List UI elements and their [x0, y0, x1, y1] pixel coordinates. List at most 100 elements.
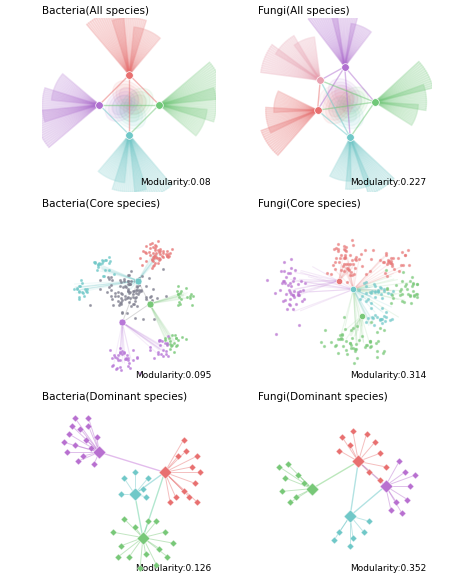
Point: [383, 250, 390, 259]
Point: [146, 250, 154, 259]
Ellipse shape: [322, 89, 354, 124]
Point: [329, 260, 337, 270]
Point: [358, 311, 366, 320]
Point: [137, 563, 144, 572]
Point: [108, 294, 116, 304]
Point: [180, 435, 188, 444]
Ellipse shape: [343, 94, 362, 114]
Point: [161, 333, 168, 343]
Point: [369, 314, 376, 323]
Point: [159, 264, 167, 273]
Ellipse shape: [116, 99, 143, 126]
Point: [348, 333, 356, 343]
Point: [173, 334, 180, 343]
Point: [380, 347, 387, 356]
Polygon shape: [261, 45, 320, 81]
Point: [350, 285, 357, 294]
Point: [131, 489, 138, 499]
Point: [164, 552, 171, 561]
Point: [387, 290, 395, 299]
Point: [340, 253, 348, 262]
Point: [127, 266, 135, 276]
Point: [109, 527, 117, 537]
Point: [154, 253, 161, 262]
Polygon shape: [266, 107, 318, 133]
Point: [196, 468, 204, 477]
Point: [166, 339, 174, 349]
Point: [342, 346, 350, 355]
Point: [345, 264, 352, 273]
Point: [383, 283, 391, 293]
Point: [363, 277, 370, 286]
Point: [135, 286, 143, 295]
Point: [155, 258, 162, 267]
Point: [132, 293, 139, 303]
Point: [374, 286, 382, 296]
Point: [131, 468, 138, 477]
Point: [188, 462, 196, 471]
Point: [126, 363, 134, 373]
Point: [73, 284, 81, 294]
Point: [389, 262, 396, 271]
Point: [362, 269, 369, 279]
Ellipse shape: [109, 92, 135, 118]
Point: [153, 517, 160, 526]
Point: [125, 276, 132, 286]
Point: [371, 437, 378, 447]
Point: [350, 359, 357, 368]
Polygon shape: [159, 105, 207, 135]
Text: Bacteria(Core species): Bacteria(Core species): [42, 199, 160, 209]
Point: [163, 251, 171, 260]
Point: [376, 315, 384, 325]
Point: [63, 447, 71, 457]
Point: [282, 296, 289, 305]
Point: [155, 335, 163, 345]
Point: [118, 350, 126, 359]
Point: [387, 506, 395, 515]
Point: [171, 347, 178, 356]
Point: [372, 293, 379, 302]
Point: [347, 326, 355, 335]
Point: [168, 340, 176, 350]
Point: [278, 486, 286, 496]
Point: [371, 98, 378, 107]
Point: [367, 288, 375, 298]
Polygon shape: [99, 135, 129, 182]
Point: [182, 335, 190, 344]
Ellipse shape: [120, 88, 153, 121]
Point: [189, 300, 196, 310]
Point: [371, 280, 378, 289]
Point: [383, 248, 390, 258]
Point: [163, 246, 171, 255]
Point: [321, 325, 329, 335]
Point: [149, 284, 156, 294]
Point: [283, 272, 290, 281]
Point: [294, 290, 302, 299]
Point: [334, 244, 341, 253]
Point: [145, 517, 152, 526]
Point: [285, 300, 293, 309]
Point: [98, 258, 106, 267]
Point: [339, 262, 347, 271]
Point: [148, 296, 156, 305]
Point: [377, 314, 385, 324]
Point: [374, 336, 382, 346]
Point: [346, 511, 354, 520]
Point: [413, 289, 421, 298]
Point: [173, 340, 181, 350]
Point: [387, 256, 395, 266]
Point: [296, 287, 304, 296]
Point: [136, 253, 144, 263]
Point: [155, 336, 163, 345]
Point: [346, 260, 354, 269]
Point: [60, 437, 68, 447]
Point: [281, 257, 288, 266]
Point: [346, 338, 354, 347]
Point: [263, 275, 271, 284]
Point: [117, 366, 125, 375]
Point: [360, 527, 367, 537]
Point: [388, 290, 396, 300]
Polygon shape: [309, 8, 345, 67]
Point: [346, 270, 354, 279]
Point: [290, 273, 298, 283]
